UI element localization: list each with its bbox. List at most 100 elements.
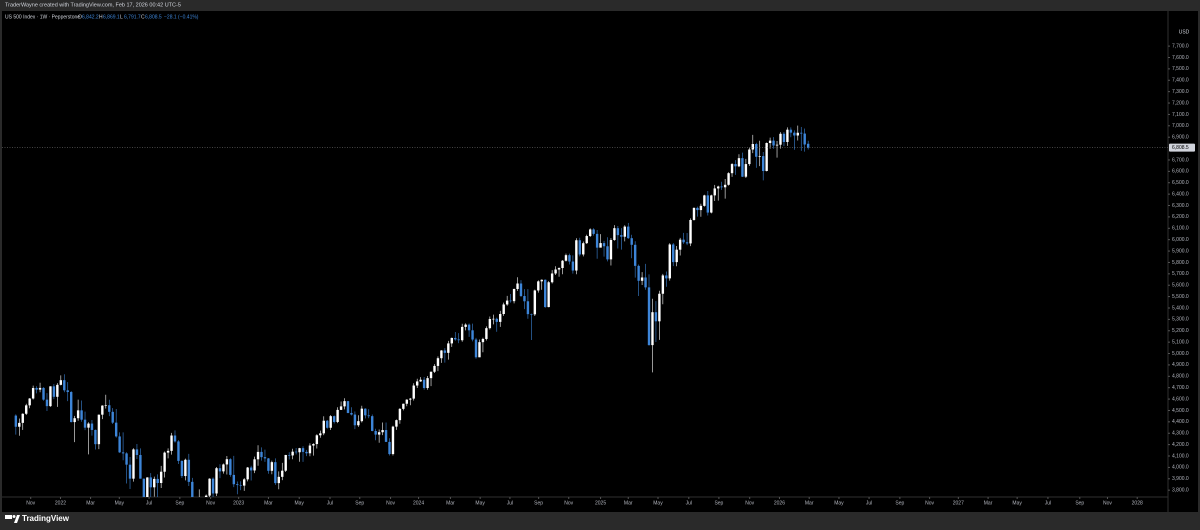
- candle-body: [291, 451, 294, 456]
- candle-body: [35, 388, 38, 390]
- x-tick-label: Mar: [984, 500, 993, 506]
- x-tick-label: Nov: [26, 500, 35, 506]
- x-tick-label: May: [294, 500, 304, 506]
- y-tick-label: 7,700.0: [1172, 43, 1189, 49]
- candle-body: [505, 300, 509, 305]
- candle-body: [121, 452, 125, 454]
- x-tick-label: May: [834, 500, 844, 506]
- candle-body: [689, 219, 692, 244]
- x-tick-label: May: [115, 500, 125, 506]
- candle-body: [267, 458, 270, 471]
- candle-body: [312, 444, 315, 446]
- candle-body: [270, 462, 274, 471]
- candle-body: [94, 429, 97, 445]
- candle-body: [588, 229, 592, 237]
- candle-body: [332, 416, 336, 422]
- candle-body: [111, 411, 114, 423]
- x-tick-label: Sep: [534, 500, 543, 506]
- y-tick-label: 7,300.0: [1172, 89, 1189, 95]
- legend-key: O: [78, 14, 82, 20]
- candle-body: [734, 164, 737, 167]
- candle-body: [343, 401, 346, 407]
- y-tick-label: 4,000.0: [1172, 465, 1189, 471]
- y-tick-label: 6,400.0: [1172, 191, 1189, 197]
- candle-body: [433, 365, 436, 372]
- y-tick-label: 3,800.0: [1172, 487, 1189, 493]
- x-tick-label: Mar: [446, 500, 455, 506]
- candle-body: [18, 422, 21, 427]
- candle-body: [568, 255, 571, 262]
- candle-body: [557, 268, 561, 270]
- candle-body: [720, 186, 723, 188]
- candle-body: [63, 380, 66, 391]
- candle-body: [287, 454, 291, 456]
- candle-body: [564, 255, 568, 261]
- candle-body: [440, 350, 443, 359]
- candle-body: [353, 414, 357, 426]
- y-tick-label: 7,000.0: [1172, 123, 1189, 129]
- x-tick-label: May: [475, 500, 485, 506]
- candle-body: [277, 476, 280, 484]
- y-tick-label: 4,100.0: [1172, 453, 1189, 459]
- y-tick-label: 5,900.0: [1172, 248, 1189, 254]
- x-tick-label: 2025: [595, 500, 606, 506]
- candle-body: [765, 143, 768, 172]
- candle-body: [620, 235, 623, 237]
- candle-body: [402, 403, 405, 409]
- candle-body: [478, 342, 481, 358]
- candle-body: [253, 459, 256, 471]
- x-tick-label: Nov: [564, 500, 573, 506]
- legend: US 500 Index · 1W · Pepperstone O 6,842.…: [5, 14, 199, 20]
- x-tick-label: Sep: [355, 500, 364, 506]
- candle-body: [59, 380, 63, 385]
- candle-body: [713, 188, 716, 196]
- candle-body: [125, 453, 128, 465]
- candle-body: [803, 133, 806, 145]
- y-tick-label: 4,900.0: [1172, 362, 1189, 368]
- candle-body: [90, 423, 94, 430]
- candle-body: [163, 452, 166, 472]
- candle-body: [450, 337, 453, 344]
- x-tick-label: 2027: [953, 500, 964, 506]
- y-tick-label: 4,800.0: [1172, 374, 1189, 380]
- candle-body: [139, 454, 142, 479]
- candle-body: [519, 283, 523, 297]
- candle-body: [83, 419, 87, 428]
- candle-body: [516, 283, 519, 289]
- candle-body: [336, 409, 339, 422]
- candle-body: [419, 379, 422, 382]
- x-tick-label: Sep: [714, 500, 723, 506]
- candle-body: [748, 149, 751, 165]
- y-tick-label: 7,200.0: [1172, 100, 1189, 106]
- candle-body: [367, 415, 370, 417]
- y-tick-label: 4,400.0: [1172, 419, 1189, 425]
- candle-body: [56, 384, 59, 397]
- candle-body: [66, 390, 69, 393]
- candle-body: [502, 304, 505, 315]
- candle-body: [665, 275, 668, 279]
- candle-body: [443, 350, 447, 353]
- candle-body: [512, 288, 516, 302]
- candle-body: [454, 337, 457, 340]
- y-tick-label: 6,200.0: [1172, 214, 1189, 220]
- x-tick-label: Mar: [264, 500, 273, 506]
- x-tick-label: Mar: [86, 500, 95, 506]
- candle-body: [699, 205, 703, 211]
- candle-body: [308, 445, 312, 454]
- candle-body: [166, 450, 170, 453]
- candle-body: [52, 386, 56, 397]
- y-tick-label: 6,500.0: [1172, 180, 1189, 186]
- candle-body: [73, 418, 76, 423]
- candle-body: [21, 413, 24, 423]
- candle-body: [717, 186, 720, 189]
- candle-body: [357, 421, 360, 426]
- candle-body: [153, 478, 156, 488]
- y-tick-label: 5,800.0: [1172, 260, 1189, 266]
- y-tick-label: 4,500.0: [1172, 408, 1189, 414]
- candle-body: [326, 420, 329, 428]
- candle-body: [595, 233, 599, 248]
- candle-body: [49, 386, 52, 407]
- candle-body: [28, 398, 31, 406]
- candle-body: [509, 300, 512, 302]
- candle-body: [467, 324, 471, 331]
